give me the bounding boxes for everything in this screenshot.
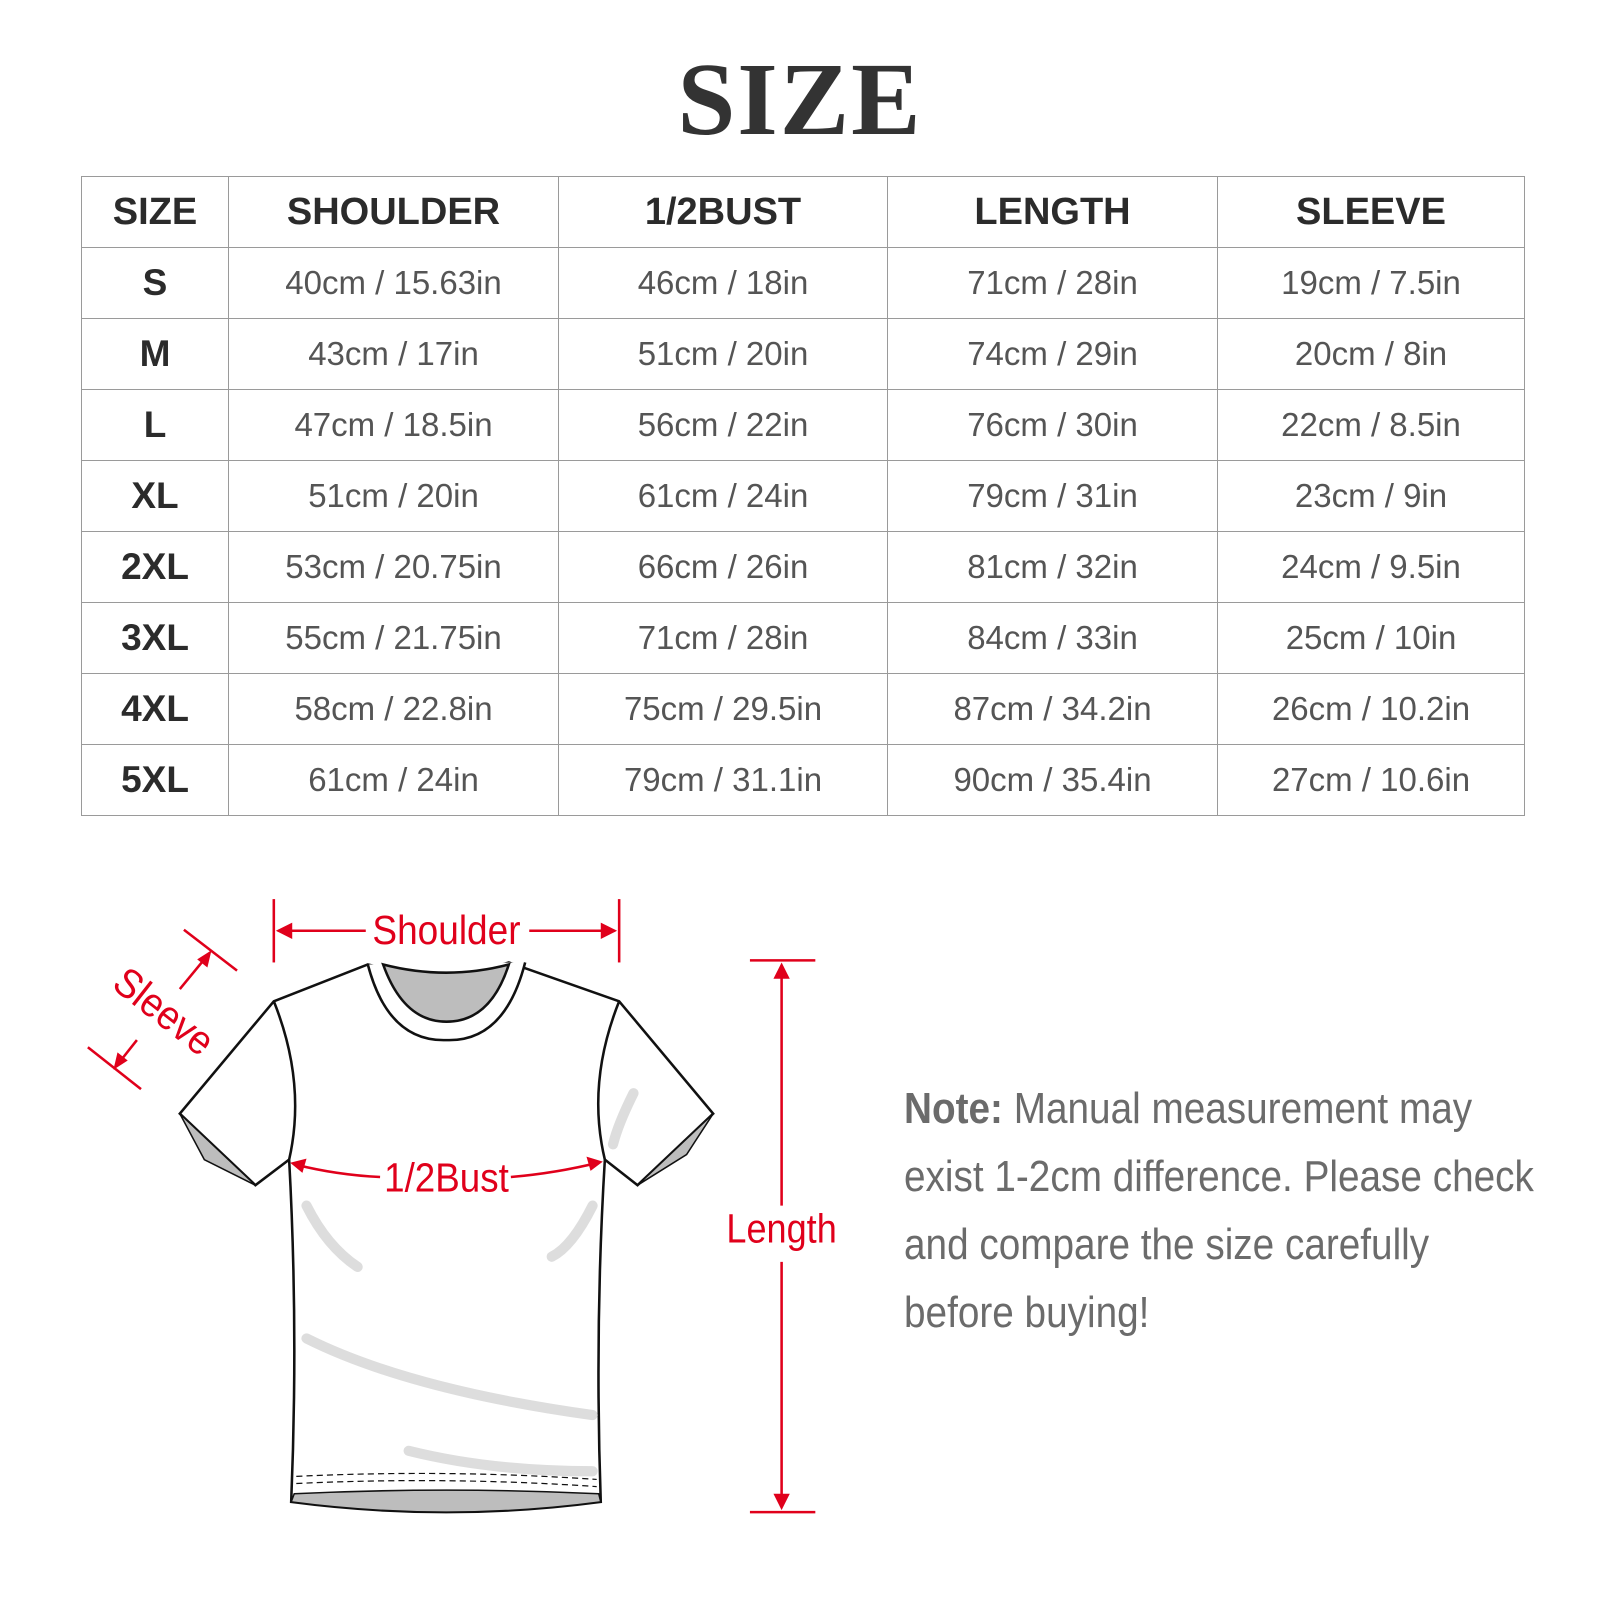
measurement-cell: 27cm / 10.6in <box>1217 744 1525 816</box>
table-row: 3XL 55cm / 21.75in 71cm / 28in 84cm / 33in 2… <box>81 602 1525 674</box>
fabric-fold-shading <box>301 1088 639 1477</box>
note-text: Note: Manual measurement may exist 1-2cm… <box>904 1075 1546 1347</box>
measurement-cell: 20cm / 8in <box>1217 318 1525 390</box>
size-cell: 5XL <box>81 744 229 816</box>
measurement-cell: 71cm / 28in <box>558 602 888 674</box>
measurement-lines <box>87 899 816 1514</box>
measurement-cell: 26cm / 10.2in <box>1217 673 1525 745</box>
measurement-cell: 66cm / 26in <box>558 531 888 603</box>
column-header: LENGTH <box>887 176 1218 248</box>
measurement-cell: 81cm / 32in <box>887 531 1218 603</box>
measurement-cell: 25cm / 10in <box>1217 602 1525 674</box>
page-title: SIZE <box>677 42 923 157</box>
shoulder-label: Shoulder <box>372 907 520 953</box>
measurement-cell: 79cm / 31.1in <box>558 744 888 816</box>
measurement-cell: 24cm / 9.5in <box>1217 531 1525 603</box>
measurement-cell: 43cm / 17in <box>228 318 559 390</box>
measurement-cell: 55cm / 21.75in <box>228 602 559 674</box>
measurement-cell: 84cm / 33in <box>887 602 1218 674</box>
length-label: Length <box>726 1205 836 1251</box>
measurement-cell: 58cm / 22.8in <box>228 673 559 745</box>
measurement-cell: 46cm / 18in <box>558 247 888 319</box>
column-header: SLEEVE <box>1217 176 1525 248</box>
size-table: SIZE SHOULDER 1/2BUST LENGTH SLEEVE S 40cm / … <box>81 176 1525 816</box>
measurement-cell: 56cm / 22in <box>558 389 888 461</box>
measurement-cell: 75cm / 29.5in <box>558 673 888 745</box>
measurement-cell: 71cm / 28in <box>887 247 1218 319</box>
size-cell: 3XL <box>81 602 229 674</box>
column-header: SIZE <box>81 176 229 248</box>
measurement-cell: 40cm / 15.63in <box>228 247 559 319</box>
size-cell: L <box>81 389 229 461</box>
note-body: Manual measurement may exist 1-2cm diffe… <box>904 1084 1534 1337</box>
table-header-row: SIZE SHOULDER 1/2BUST LENGTH SLEEVE <box>81 176 1525 248</box>
measurement-cell: 61cm / 24in <box>558 460 888 532</box>
measurement-cell: 51cm / 20in <box>228 460 559 532</box>
measurement-cell: 23cm / 9in <box>1217 460 1525 532</box>
table-row: 4XL 58cm / 22.8in 75cm / 29.5in 87cm / 34.2… <box>81 673 1525 745</box>
measurement-cell: 90cm / 35.4in <box>887 744 1218 816</box>
measurement-cell: 53cm / 20.75in <box>228 531 559 603</box>
size-cell: S <box>81 247 229 319</box>
size-cell: 4XL <box>81 673 229 745</box>
tshirt-illustration <box>178 961 715 1514</box>
measurement-cell: 61cm / 24in <box>228 744 559 816</box>
sleeve-label: Sleeve <box>105 958 223 1065</box>
measurement-cell: 76cm / 30in <box>887 389 1218 461</box>
table-row: M 43cm / 17in 51cm / 20in 74cm / 29in 20cm /… <box>81 318 1525 390</box>
size-cell: M <box>81 318 229 390</box>
column-header: 1/2BUST <box>558 176 888 248</box>
measurement-cell: 74cm / 29in <box>887 318 1218 390</box>
table-row: XL 51cm / 20in 61cm / 24in 79cm / 31in 23cm … <box>81 460 1525 532</box>
bust-label: 1/2Bust <box>384 1154 509 1200</box>
table-row: 5XL 61cm / 24in 79cm / 31.1in 90cm / 35.4in… <box>81 744 1525 816</box>
table-row: L 47cm / 18.5in 56cm / 22in 76cm / 30in 22cm… <box>81 389 1525 461</box>
table-row: S 40cm / 15.63in 46cm / 18in 71cm / 28in 19c… <box>81 247 1525 319</box>
measurement-cell: 19cm / 7.5in <box>1217 247 1525 319</box>
table-row: 2XL 53cm / 20.75in 66cm / 26in 81cm / 32in 2… <box>81 531 1525 603</box>
note-label: Note: <box>904 1084 1003 1133</box>
size-cell: XL <box>81 460 229 532</box>
measurement-cell: 22cm / 8.5in <box>1217 389 1525 461</box>
